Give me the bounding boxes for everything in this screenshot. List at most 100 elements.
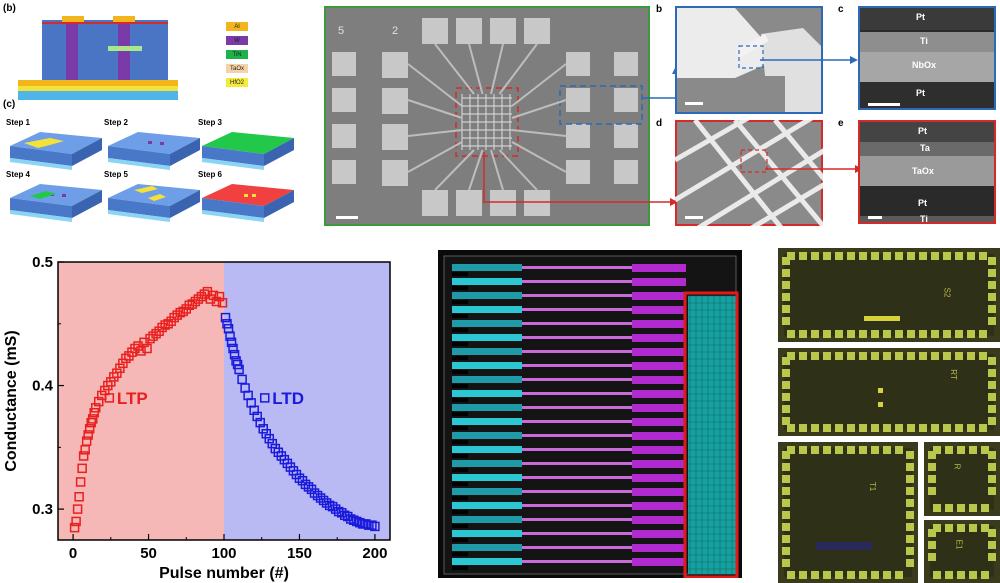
ltp-point xyxy=(130,343,140,354)
chip-label: S2 xyxy=(942,287,952,298)
sem-panel-b-label: b xyxy=(656,4,663,15)
legend-label: HfO2 xyxy=(229,79,244,86)
sem-crossbar-image: 5 2 xyxy=(324,6,650,226)
ltp-point xyxy=(211,296,222,307)
ltd-point xyxy=(261,428,272,439)
ltp-point xyxy=(115,363,125,374)
ltd-point xyxy=(249,405,259,416)
ltd-point xyxy=(303,482,314,492)
ltd-point xyxy=(264,433,275,444)
ltp-annotation: LTP xyxy=(117,389,148,408)
tem-c-layer-pt-top: Pt xyxy=(916,12,925,22)
ltp-point xyxy=(75,477,86,487)
ltd-point xyxy=(226,337,237,348)
ltp-point xyxy=(148,331,158,341)
ltp-point xyxy=(81,436,92,446)
tem-e-layer-ta: Ta xyxy=(920,143,930,153)
ltp-point xyxy=(87,414,98,424)
chip-photo: RT xyxy=(778,348,1000,436)
legend-item: Al xyxy=(226,22,248,31)
ltp-point xyxy=(71,516,81,527)
ltd-point xyxy=(349,515,359,525)
ltp-point xyxy=(89,407,99,418)
x-tick-label: 0 xyxy=(69,545,77,562)
ltp-point xyxy=(69,522,80,533)
x-tick-label: 100 xyxy=(211,545,236,562)
ltd-point xyxy=(228,343,238,354)
ltp-point xyxy=(190,296,201,307)
scale-bar xyxy=(868,216,882,219)
sem-panel-c-label: c xyxy=(838,4,844,15)
ltp-point xyxy=(93,396,104,407)
ltd-point xyxy=(258,424,268,434)
ltp-point xyxy=(193,294,204,304)
ltp-point xyxy=(196,291,207,302)
zoom-arrows xyxy=(483,66,680,206)
tem-e-layer-pt-top: Pt xyxy=(918,126,927,136)
ltd-point xyxy=(355,517,365,528)
ltd-point xyxy=(327,501,338,512)
ltd-point xyxy=(222,319,232,329)
chip-label: E1 xyxy=(954,539,964,550)
legend-label: TiN xyxy=(232,51,242,58)
red-zoom-arrow xyxy=(765,165,863,173)
ltp-point xyxy=(178,306,189,317)
ltd-point xyxy=(309,488,320,498)
ltd-region xyxy=(224,262,390,540)
chip-label: RT xyxy=(948,369,958,380)
circuit-layout-image xyxy=(438,250,742,578)
chip-photo: E1 xyxy=(924,520,1000,583)
ltp-point xyxy=(90,403,101,413)
step-block xyxy=(202,184,294,222)
legend-label: TaOx xyxy=(229,65,244,72)
ltd-point xyxy=(367,520,377,530)
ltd-point xyxy=(225,331,235,341)
tem-e-layer-ti: Ti xyxy=(920,214,928,224)
sem-panel-d-label: d xyxy=(656,118,663,129)
x-tick-label: 50 xyxy=(140,545,157,562)
tem-c-layer-nbox: NbOx xyxy=(912,60,937,70)
ltd-point xyxy=(267,438,278,449)
ltd-legend-marker xyxy=(259,393,270,403)
blue-zoom-arrow xyxy=(760,56,858,64)
legend-item: HfO2 xyxy=(226,78,248,87)
x-tick-label: 150 xyxy=(287,545,312,562)
y-tick-label: 0.4 xyxy=(32,378,54,395)
cross-section-schematic xyxy=(18,16,178,100)
step-block xyxy=(108,132,200,170)
ltd-point xyxy=(232,359,243,370)
ltp-point xyxy=(78,451,89,461)
chip-photo: S2 xyxy=(778,248,1000,342)
legend-swatch xyxy=(226,78,248,87)
ltd-point xyxy=(352,516,362,527)
legend-swatch xyxy=(226,64,248,73)
ltd-point xyxy=(300,479,311,490)
legend-label: Al xyxy=(234,23,240,30)
ltp-point xyxy=(118,358,128,369)
chip-photo: R xyxy=(924,442,1000,516)
tem-panel-c: Pt Ti NbOx Pt xyxy=(858,6,996,110)
ltp-point xyxy=(142,343,152,354)
ltp-point xyxy=(169,312,179,323)
tem-e-layer-pt-bottom: Pt xyxy=(918,198,927,208)
y-tick-label: 0.5 xyxy=(32,254,53,271)
ltp-point xyxy=(72,504,83,514)
ltd-point xyxy=(229,349,240,360)
ltp-point xyxy=(214,291,225,302)
tem-c-layer-ti: Ti xyxy=(920,36,928,46)
ltp-point xyxy=(84,424,95,434)
ltp-legend-marker xyxy=(104,393,115,403)
ltp-point xyxy=(112,368,122,378)
material-legend: Al W TiN TaOx HfO2 xyxy=(226,22,248,87)
tem-e-layer-taox: TaOx xyxy=(912,166,934,176)
scale-bar xyxy=(868,103,900,106)
panel-b-label: (b) xyxy=(3,3,16,14)
ltd-point xyxy=(315,493,326,503)
ltd-point xyxy=(294,473,305,483)
y-tick-label: 0.3 xyxy=(32,501,53,518)
step-label: Step 1 xyxy=(6,118,31,127)
step-block xyxy=(10,184,102,222)
ltd-point xyxy=(312,490,323,501)
ltd-point xyxy=(255,417,265,428)
ltd-point xyxy=(318,495,329,506)
